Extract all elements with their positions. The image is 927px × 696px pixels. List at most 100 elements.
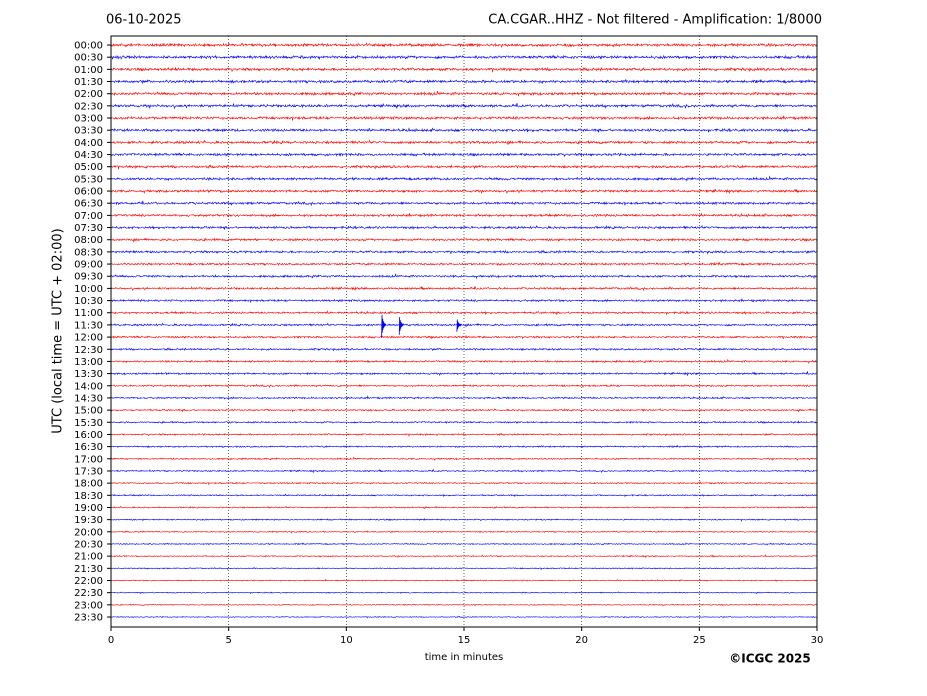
trace (110, 456, 818, 462)
copyright: ©ICGC 2025 (729, 652, 811, 666)
trace (110, 42, 818, 48)
x-tick-label: 5 (225, 635, 231, 646)
trace (110, 542, 818, 546)
y-tick-label: 14:30 (74, 393, 103, 404)
y-tick-label: 13:30 (74, 369, 103, 380)
trace (110, 420, 818, 425)
y-tick-label: 08:00 (74, 235, 103, 246)
trace (110, 603, 818, 607)
y-tick-label: 05:00 (74, 162, 103, 173)
y-tick-label: 03:00 (74, 114, 103, 125)
y-tick-label: 11:30 (74, 320, 103, 331)
y-tick-label: 08:30 (74, 247, 103, 258)
y-tick-label: 22:30 (74, 588, 103, 599)
y-tick-label: 06:00 (74, 187, 103, 198)
trace (110, 322, 818, 328)
y-tick-label: 22:00 (74, 576, 103, 587)
trace (110, 370, 818, 377)
trace (110, 164, 818, 170)
x-tick-label: 10 (340, 635, 353, 646)
trace (110, 261, 818, 267)
trace (110, 480, 818, 486)
y-tick-label: 10:30 (74, 296, 103, 307)
trace (110, 237, 818, 243)
trace (110, 383, 818, 389)
y-tick-label: 19:30 (74, 515, 103, 526)
y-tick-label: 15:30 (74, 418, 103, 429)
y-tick-label: 11:00 (74, 308, 103, 319)
x-tick-label: 25 (693, 635, 706, 646)
trace (110, 152, 818, 158)
y-tick-label: 17:30 (74, 466, 103, 477)
y-tick-label: 20:30 (74, 539, 103, 550)
y-tick-label: 02:00 (74, 89, 103, 100)
trace (110, 530, 818, 534)
trace (110, 212, 818, 218)
trace (110, 102, 818, 110)
event (381, 314, 387, 338)
x-tick-label: 20 (575, 635, 588, 646)
y-tick-label: 21:00 (74, 552, 103, 563)
trace (110, 567, 818, 571)
plot-frame (110, 35, 818, 628)
event (398, 317, 404, 335)
trace (110, 468, 818, 474)
trace (110, 358, 818, 365)
x-axis-label: time in minutes (425, 652, 504, 663)
trace (110, 310, 818, 316)
trace (110, 334, 818, 340)
y-tick-label: 20:00 (74, 527, 103, 538)
trace (110, 273, 818, 280)
y-tick-label: 04:30 (74, 150, 103, 161)
trace (110, 408, 818, 413)
trace (110, 90, 818, 97)
y-tick-label: 01:00 (74, 65, 103, 76)
trace (110, 224, 818, 230)
title-right: CA.CGAR..HHZ - Not filtered - Amplificat… (488, 13, 822, 28)
y-tick-label: 16:00 (74, 430, 103, 441)
trace (110, 578, 818, 582)
y-tick-label: 17:00 (74, 454, 103, 465)
title-left: 06-10-2025 (106, 13, 182, 28)
trace (110, 139, 818, 145)
trace (110, 175, 818, 182)
trace (110, 249, 818, 255)
y-tick-label: 00:00 (74, 41, 103, 52)
trace (110, 200, 818, 207)
y-tick-label: 07:30 (74, 223, 103, 234)
y-tick-label: 23:30 (74, 613, 103, 624)
x-tick-label: 0 (108, 635, 114, 646)
trace (110, 505, 818, 510)
y-tick-label: 18:00 (74, 479, 103, 490)
x-tick-label: 15 (458, 635, 471, 646)
trace (110, 127, 818, 133)
trace (110, 54, 818, 60)
trace (110, 395, 818, 400)
y-tick-label: 03:30 (74, 126, 103, 137)
trace (110, 78, 818, 85)
trace (110, 347, 818, 352)
y-tick-label: 18:30 (74, 491, 103, 502)
y-tick-label: 13:00 (74, 357, 103, 368)
trace (110, 115, 818, 121)
event (456, 319, 462, 332)
y-tick-label: 23:00 (74, 600, 103, 611)
y-tick-label: 21:30 (74, 564, 103, 575)
y-axis-label: UTC (local time = UTC + 02:00) (51, 228, 66, 433)
trace (110, 444, 818, 449)
y-tick-label: 01:30 (74, 77, 103, 88)
trace (110, 493, 818, 498)
x-tick-label: 30 (811, 635, 824, 646)
y-tick-label: 09:00 (74, 260, 103, 271)
trace (110, 66, 818, 73)
y-tick-label: 06:30 (74, 199, 103, 210)
y-tick-label: 00:30 (74, 53, 103, 64)
trace (110, 554, 818, 559)
y-tick-label: 16:30 (74, 442, 103, 453)
trace (110, 591, 818, 595)
y-tick-label: 02:30 (74, 101, 103, 112)
trace (110, 517, 818, 522)
trace (110, 298, 818, 303)
y-tick-label: 12:30 (74, 345, 103, 356)
